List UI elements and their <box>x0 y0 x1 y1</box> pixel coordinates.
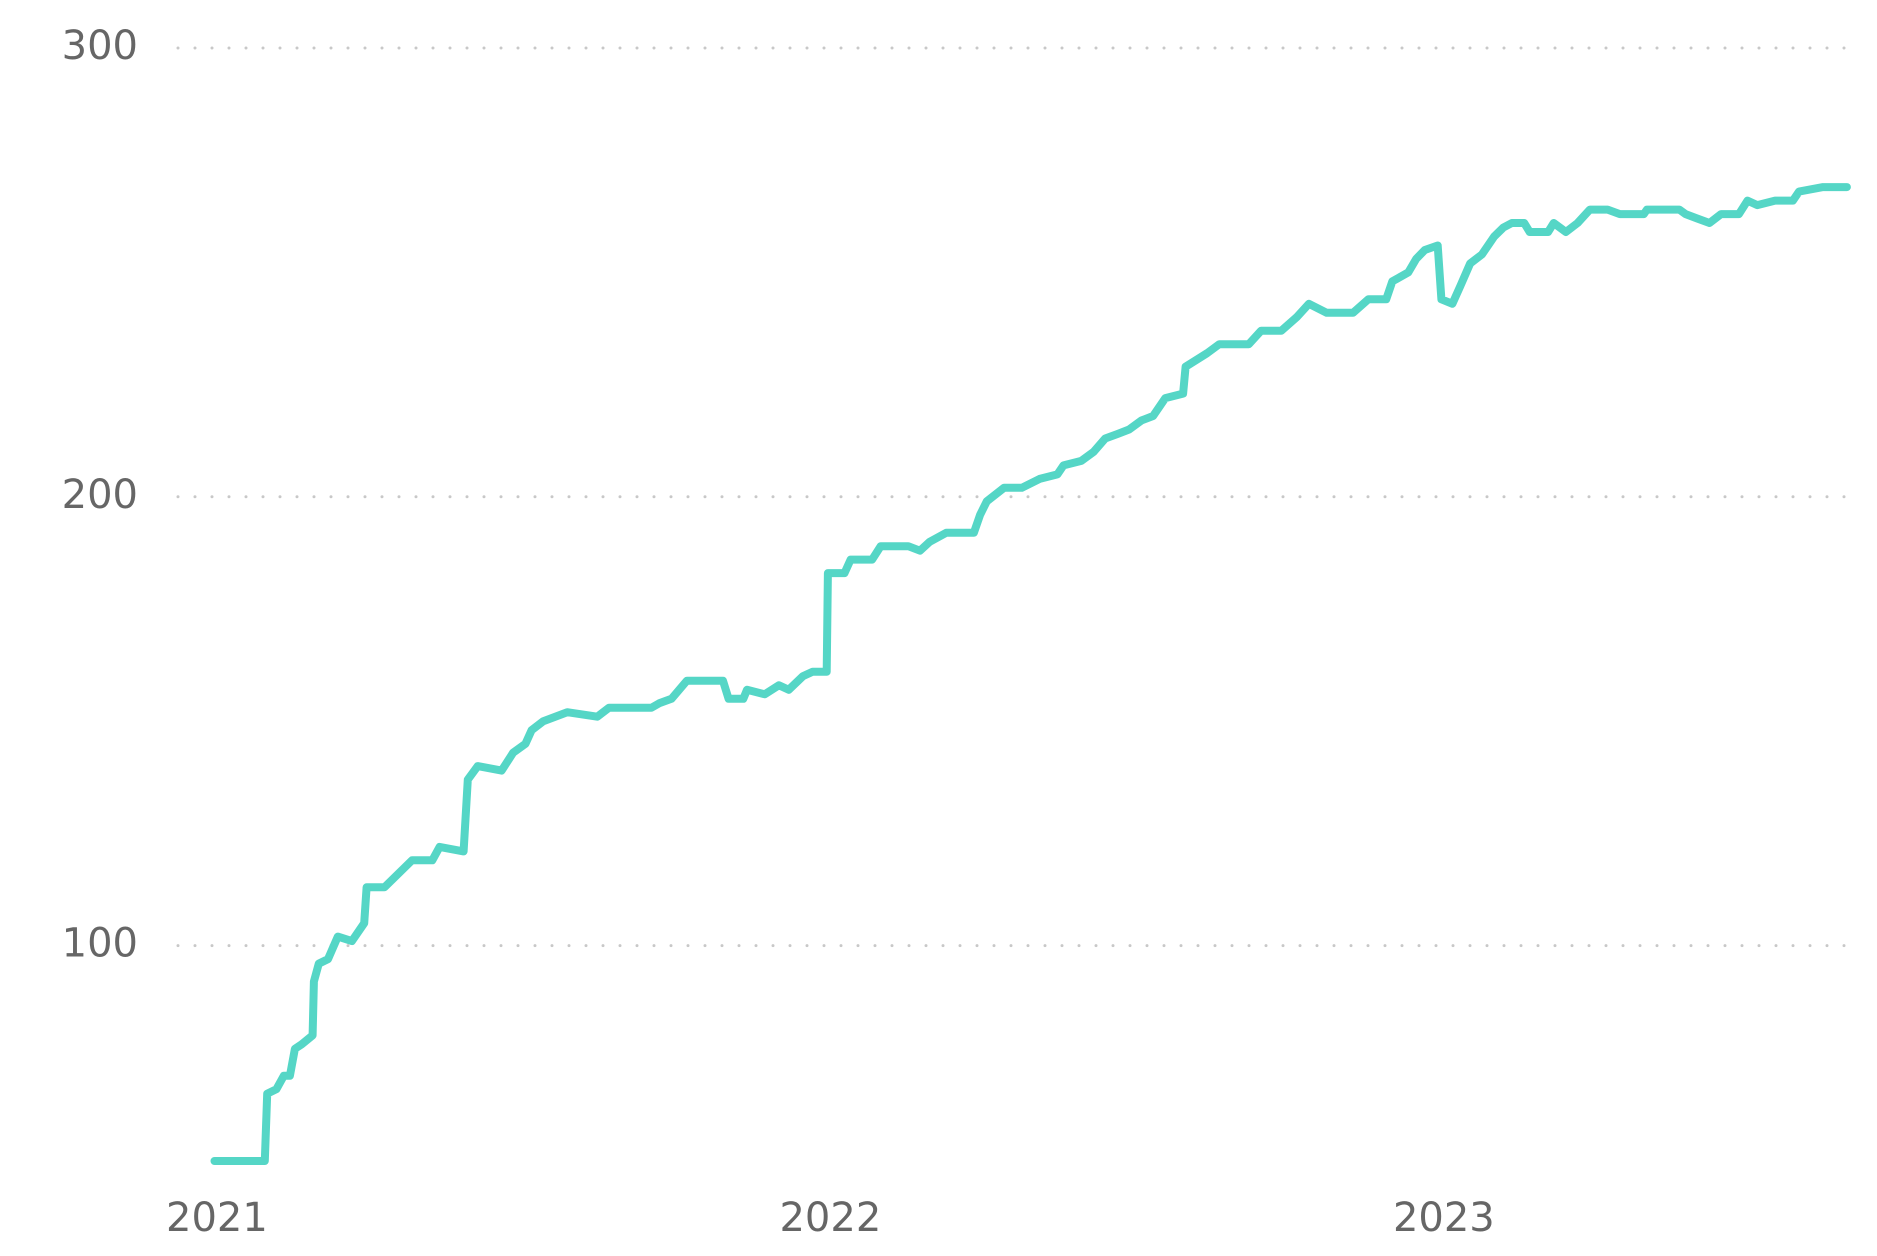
x-tick-label: 2021 <box>166 1195 268 1241</box>
y-tick-label: 100 <box>62 921 138 967</box>
y-tick-label: 200 <box>62 472 138 518</box>
line <box>210 183 1851 1165</box>
y-tick-label: 300 <box>62 23 138 69</box>
x-tick-label: 2022 <box>779 1195 881 1241</box>
x-tick-label: 2023 <box>1393 1195 1495 1241</box>
